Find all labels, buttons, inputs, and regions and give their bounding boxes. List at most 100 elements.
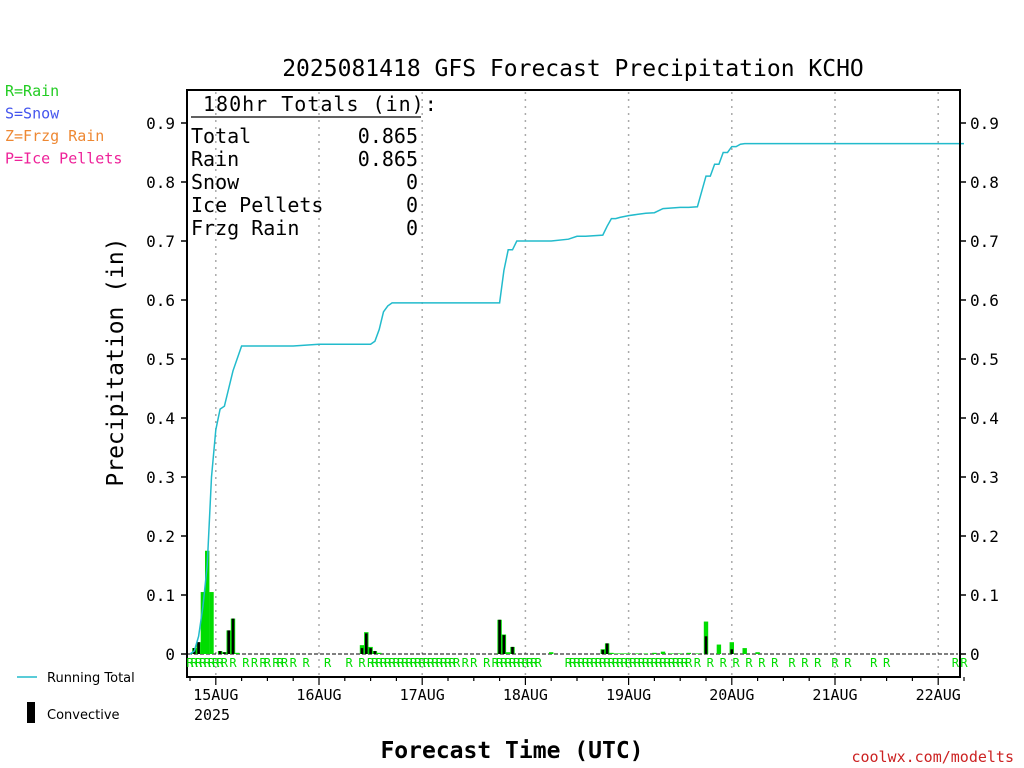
convective-legend-label: Convective [47, 708, 120, 723]
y-tick-label: 0.8 [146, 173, 175, 192]
ptype-symbol: R [814, 656, 822, 670]
ptype-symbol: R [500, 656, 508, 670]
totals-value: 0.865 [358, 147, 418, 171]
ptype-symbol: R [526, 656, 534, 670]
precip-bar [678, 653, 683, 654]
precip-bar [716, 644, 722, 654]
ptype-symbol: R [573, 656, 581, 670]
gridlines [188, 92, 958, 675]
ptype-symbol: R [376, 656, 384, 670]
ptype-symbol: R [483, 656, 491, 670]
ptype-symbol: R [358, 656, 366, 670]
ptype-symbol: R [277, 656, 285, 670]
ptype-legend-item: Z=Frzg Rain [5, 127, 104, 145]
ptype-symbol: R [758, 656, 766, 670]
precip-bar [200, 592, 206, 654]
convective-bar [223, 652, 226, 654]
totals-label: Ice Pellets [191, 193, 323, 217]
y-tick-label: 0.3 [970, 468, 999, 487]
ptype-symbol: R [380, 656, 388, 670]
ptype-symbol: R [720, 656, 728, 670]
ptype-symbol: R [272, 656, 280, 670]
ptype-symbol: R [646, 656, 654, 670]
ptype-symbol: R [419, 656, 427, 670]
ptype-symbol: R [410, 656, 418, 670]
x-tick-label: 18AUG [503, 686, 548, 704]
totals-label: Frzg Rain [191, 216, 299, 240]
ptype-symbol: R [608, 656, 616, 670]
totals-label: Rain [191, 147, 239, 171]
y-tick-label: 0.7 [146, 232, 175, 251]
running-total-legend-label: Running Total [47, 671, 135, 686]
y-tick-label: 0.1 [146, 586, 175, 605]
y-tick-label: 0.4 [146, 409, 175, 428]
ptype-symbol: R [668, 656, 676, 670]
x-tick-label: 15AUG [193, 686, 238, 704]
y-axis-left: 0 0.1 0.2 0.3 0.4 0.5 0.6 0.7 0.8 0.9 [146, 114, 187, 664]
ptype-symbol: R [831, 656, 839, 670]
ptype-symbol: R [788, 656, 796, 670]
ptype-symbol: R [801, 656, 809, 670]
totals-value: 0.865 [358, 124, 418, 148]
ptype-symbol: R [655, 656, 663, 670]
y-tick-label: 0.6 [146, 291, 175, 310]
convective-bar [365, 633, 368, 654]
ptype-symbol: R [569, 656, 577, 670]
ptype-symbol: R [367, 656, 375, 670]
y-tick-label: 0.2 [146, 527, 175, 546]
precip-bar [669, 653, 674, 654]
ptype-symbol: R [221, 656, 229, 670]
convective-bar [704, 636, 708, 654]
ptype-symbol: R [732, 656, 740, 670]
ptype-symbol: R [414, 656, 422, 670]
precip-bar [205, 550, 210, 654]
convective-bar [502, 635, 506, 654]
ptype-symbol: R [629, 656, 637, 670]
ptype-symbol: R [229, 656, 237, 670]
ptype-symbol: R [509, 656, 517, 670]
ptype-symbol: R [371, 656, 379, 670]
y-tick-label: 0.7 [970, 232, 999, 251]
precip-bar [626, 653, 631, 654]
ptype-symbol: R [621, 656, 629, 670]
precip-bar [660, 651, 666, 654]
ptype-symbol: R [586, 656, 594, 670]
ptype-symbol: R [324, 656, 332, 670]
convective-bar [360, 648, 364, 654]
y-axis-label: Precipitation (in) [103, 237, 129, 486]
precip-bar [686, 652, 691, 654]
totals-label: Total [191, 124, 251, 148]
ptype-symbol: R [186, 656, 194, 670]
ptype-symbol: R [470, 656, 478, 670]
x-year-label: 2025 [194, 706, 230, 724]
ptype-symbol: R [952, 656, 960, 670]
x-axis: 15AUG 16AUG 17AUG 18AUG 19AUG 20AUG 21AUG 22AUG [189, 677, 965, 704]
totals-value: 0 [406, 193, 418, 217]
ptype-symbol: R [745, 656, 753, 670]
ptype-symbol: R [345, 656, 353, 670]
precip-bar [613, 653, 618, 654]
precip-bar [617, 653, 623, 654]
ptype-symbol: R [492, 656, 500, 670]
ptype-symbol: R [431, 656, 439, 670]
ptype-symbol: R [664, 656, 672, 670]
convective-bar [231, 618, 235, 654]
ptype-symbol: R [462, 656, 470, 670]
ptype-symbol: R [302, 656, 310, 670]
ptype-symbol: R [436, 656, 444, 670]
ptype-symbol: R [578, 656, 586, 670]
ptype-symbol: R [242, 656, 250, 670]
x-tick-label: 17AUG [400, 686, 445, 704]
ptype-symbol: R [453, 656, 461, 670]
convective-bar [197, 642, 200, 654]
ptype-symbol: R [603, 656, 611, 670]
convective-bar [218, 651, 222, 654]
x-tick-label: 20AUG [709, 686, 754, 704]
ptype-symbol: R [281, 656, 289, 670]
ptype-symbol: R [427, 656, 435, 670]
ptype-symbol: R [208, 656, 216, 670]
ptype-symbol: R [195, 656, 203, 670]
ptype-symbol: R [517, 656, 525, 670]
